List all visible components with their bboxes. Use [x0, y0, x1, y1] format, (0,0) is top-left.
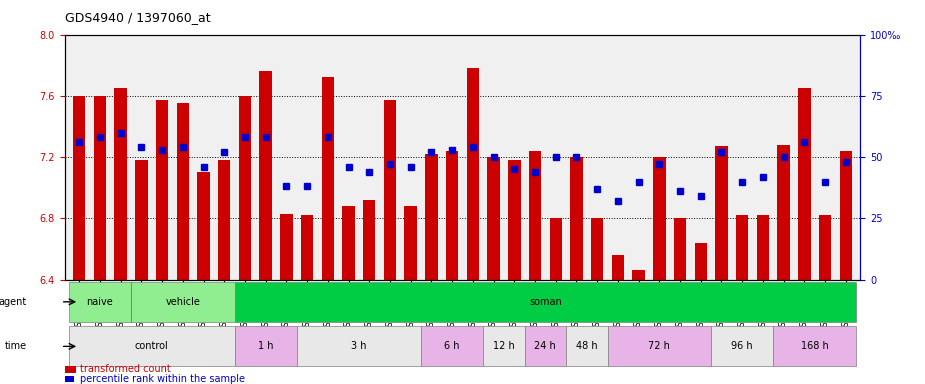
Text: 1 h: 1 h: [258, 341, 274, 351]
Bar: [177, 103, 189, 280]
Bar: [156, 100, 168, 280]
Bar: [342, 206, 355, 280]
Bar: [773, 326, 857, 366]
Bar: [135, 160, 148, 280]
Bar: [197, 172, 210, 280]
Bar: [421, 326, 483, 366]
Bar: [239, 96, 252, 280]
Bar: [301, 215, 314, 280]
Bar: [549, 218, 562, 280]
Bar: [115, 88, 127, 280]
Bar: [757, 215, 769, 280]
Bar: [798, 88, 810, 280]
Text: time: time: [5, 341, 27, 351]
Text: 72 h: 72 h: [648, 341, 671, 351]
Bar: [673, 218, 686, 280]
Bar: [280, 214, 292, 280]
Text: 48 h: 48 h: [576, 341, 598, 351]
Bar: [653, 157, 665, 280]
Bar: [93, 96, 106, 280]
Text: control: control: [135, 341, 168, 351]
Bar: [68, 282, 131, 322]
Bar: [529, 151, 541, 280]
Text: transformed count: transformed count: [80, 364, 170, 374]
Bar: [73, 96, 85, 280]
Text: vehicle: vehicle: [166, 297, 201, 307]
Bar: [466, 68, 479, 280]
Bar: [819, 215, 832, 280]
Bar: [715, 146, 728, 280]
Bar: [570, 157, 583, 280]
Bar: [363, 200, 376, 280]
Bar: [235, 326, 297, 366]
Bar: [487, 157, 500, 280]
Bar: [404, 206, 417, 280]
Bar: [508, 160, 521, 280]
Bar: [736, 215, 748, 280]
Bar: [260, 71, 272, 280]
Bar: [695, 243, 707, 280]
Bar: [591, 218, 603, 280]
Bar: [384, 100, 396, 280]
Bar: [235, 282, 857, 322]
Text: 6 h: 6 h: [444, 341, 460, 351]
Bar: [131, 282, 235, 322]
Bar: [608, 326, 711, 366]
Bar: [218, 160, 230, 280]
Bar: [426, 154, 438, 280]
Text: GDS4940 / 1397060_at: GDS4940 / 1397060_at: [65, 12, 210, 25]
Text: 168 h: 168 h: [801, 341, 829, 351]
Bar: [611, 255, 624, 280]
Bar: [322, 78, 334, 280]
Bar: [68, 326, 235, 366]
Text: naive: naive: [87, 297, 114, 307]
Bar: [711, 326, 773, 366]
Text: 12 h: 12 h: [493, 341, 515, 351]
Bar: [840, 151, 852, 280]
Text: agent: agent: [0, 297, 27, 307]
Text: 24 h: 24 h: [535, 341, 556, 351]
Text: soman: soman: [529, 297, 561, 307]
Bar: [566, 326, 608, 366]
Bar: [446, 151, 459, 280]
Text: percentile rank within the sample: percentile rank within the sample: [80, 374, 244, 384]
Bar: [777, 145, 790, 280]
Bar: [483, 326, 524, 366]
Text: 96 h: 96 h: [732, 341, 753, 351]
Bar: [524, 326, 566, 366]
Bar: [633, 270, 645, 280]
Bar: [297, 326, 421, 366]
Text: 3 h: 3 h: [352, 341, 366, 351]
